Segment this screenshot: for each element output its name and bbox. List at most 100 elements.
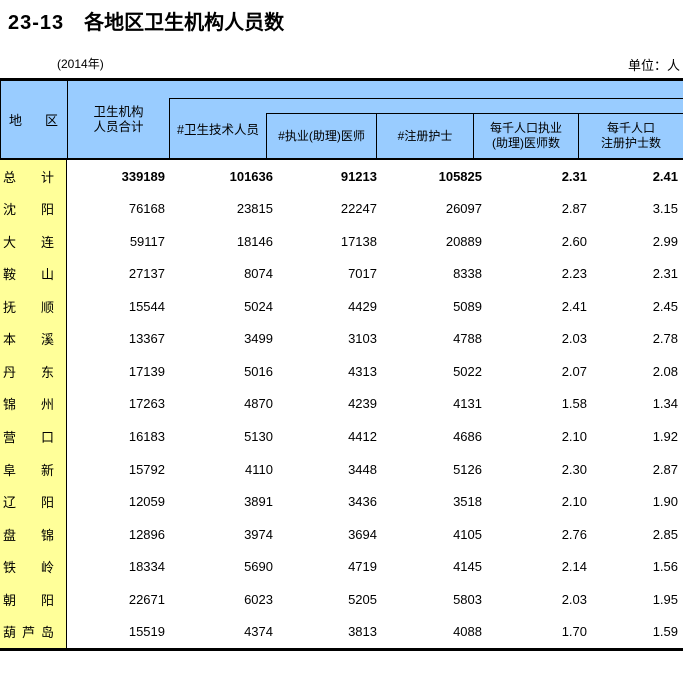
cell-technical: 5024: [244, 298, 273, 314]
header-total-personnel: 卫生机构 人员合计: [68, 81, 169, 158]
cell-doctors-per-1000: 2.87: [561, 201, 587, 217]
cell-nurses: 3518: [453, 494, 482, 510]
cell-technical: 5130: [244, 429, 273, 445]
region-name: 抚顺: [0, 290, 67, 323]
region-label: 辽阳: [3, 495, 54, 511]
region-name: 丹东: [0, 355, 67, 388]
table-row: 朝阳 22671 6023 5205 5803 2.03 1.95: [0, 582, 683, 616]
cell-doctors-per-1000: 2.03: [561, 331, 587, 347]
header-doctors-per-1000-line1: 每千人口执业: [489, 121, 562, 135]
cell-doctors-per-1000: 1.70: [561, 624, 587, 640]
header-registered-nurses-label: #注册护士: [397, 128, 453, 143]
cell-nurses-per-1000: 2.41: [652, 168, 678, 184]
region-name: 鞍山: [0, 257, 67, 291]
region-name: 盘锦: [0, 517, 67, 551]
region-label: 总计: [3, 169, 54, 185]
cell-nurses: 4145: [453, 559, 482, 575]
cell-nurses-per-1000: 2.31: [652, 266, 678, 282]
region-name: 葫芦岛: [0, 615, 67, 648]
table-number: 23-13: [8, 12, 65, 34]
cell-nurses-per-1000: 1.56: [652, 559, 678, 575]
region-label: 铁岭: [3, 560, 54, 576]
cell-doctors: 4719: [348, 559, 377, 575]
cell-total-personnel: 15544: [128, 298, 165, 314]
cell-doctors: 3103: [348, 331, 377, 347]
region-name: 锦州: [0, 387, 67, 421]
table-row: 铁岭 18334 5690 4719 4145 2.14 1.56: [0, 550, 683, 583]
region-label: 盘锦: [3, 527, 54, 543]
cell-total-personnel: 16183: [128, 429, 165, 445]
table-row: 鞍山 27137 8074 7017 8338 2.23 2.31: [0, 257, 683, 291]
cell-technical: 101636: [229, 168, 273, 184]
cell-technical: 4374: [244, 624, 273, 640]
cell-total-personnel: 17263: [128, 396, 165, 412]
page-title: 23-13 各地区卫生机构人员数: [8, 6, 284, 35]
table-row: 锦州 17263 4870 4239 4131 1.58 1.34: [0, 387, 683, 421]
cell-doctors: 3813: [348, 624, 377, 640]
region-name: 沈阳: [0, 192, 67, 226]
cell-doctors-per-1000: 2.41: [561, 298, 587, 314]
table-body: 总计 339189 101636 91213 105825 2.31 2.41 …: [0, 160, 683, 651]
region-label: 阜新: [3, 462, 54, 478]
cell-doctors-per-1000: 2.03: [561, 591, 587, 607]
cell-doctors-per-1000: 2.23: [561, 266, 587, 282]
cell-doctors-per-1000: 2.10: [561, 494, 587, 510]
cell-total-personnel: 59117: [129, 233, 165, 249]
cell-nurses: 5089: [453, 298, 482, 314]
cell-total-personnel: 27137: [128, 266, 165, 282]
header-group-box-sub: #执业(助理)医师 #注册护士 每千人口执业 (助理)医师数 每千人口 注册护士…: [266, 113, 683, 158]
unit-note: 单位：人: [627, 58, 680, 73]
header-region-label: 地区: [9, 113, 58, 128]
cell-nurses: 4131: [453, 396, 482, 412]
cell-technical: 3891: [244, 494, 273, 510]
header-nurses-per-1000: 每千人口 注册护士数: [578, 114, 683, 158]
table-row: 盘锦 12896 3974 3694 4105 2.76 2.85: [0, 517, 683, 551]
cell-doctors: 17138: [340, 233, 377, 249]
cell-nurses: 5803: [453, 591, 482, 607]
table-row: 丹东 17139 5016 4313 5022 2.07 2.08: [0, 355, 683, 388]
region-label: 朝阳: [3, 592, 54, 608]
cell-nurses-per-1000: 1.92: [652, 429, 678, 445]
cell-nurses-per-1000: 1.95: [652, 591, 678, 607]
cell-doctors-per-1000: 2.60: [561, 233, 587, 249]
cell-technical: 4870: [244, 396, 273, 412]
region-name: 朝阳: [0, 582, 67, 616]
header-nurses-per-1000-line1: 每千人口: [606, 121, 655, 135]
cell-doctors: 4239: [348, 396, 377, 412]
cell-doctors-per-1000: 2.14: [561, 559, 587, 575]
cell-nurses: 4686: [453, 429, 482, 445]
cell-nurses-per-1000: 2.85: [652, 526, 678, 542]
cell-nurses-per-1000: 2.08: [652, 363, 678, 379]
table-row: 营口 16183 5130 4412 4686 2.10 1.92: [0, 420, 683, 453]
table-row: 阜新 15792 4110 3448 5126 2.30 2.87: [0, 452, 683, 486]
cell-total-personnel: 18334: [128, 559, 165, 575]
cell-nurses: 5126: [453, 461, 482, 477]
cell-doctors: 3448: [348, 461, 377, 477]
health-personnel-table: 地区 卫生机构 人员合计 #卫生技术人员 #执业(助理)医师 #注册护士 每千人…: [0, 78, 683, 651]
cell-total-personnel: 12896: [128, 526, 165, 542]
region-label: 锦州: [3, 397, 54, 413]
table-title: 各地区卫生机构人员数: [84, 12, 285, 34]
cell-doctors-per-1000: 1.58: [561, 396, 587, 412]
cell-nurses: 4088: [453, 624, 482, 640]
table-meta: (2014年) 单位：人: [0, 55, 683, 73]
cell-total-personnel: 17139: [128, 363, 165, 379]
header-region: 地区: [1, 81, 68, 158]
header-registered-nurses: #注册护士: [376, 114, 473, 158]
cell-nurses: 5022: [453, 363, 482, 379]
cell-total-personnel: 22671: [128, 591, 165, 607]
table-row: 沈阳 76168 23815 22247 26097 2.87 3.15: [0, 192, 683, 226]
region-name: 总计: [0, 160, 67, 193]
table-row: 辽阳 12059 3891 3436 3518 2.10 1.90: [0, 485, 683, 518]
cell-technical: 18146: [236, 233, 273, 249]
table-header: 地区 卫生机构 人员合计 #卫生技术人员 #执业(助理)医师 #注册护士 每千人…: [0, 78, 683, 160]
header-total-line2: 人员合计: [93, 119, 144, 134]
cell-doctors: 3436: [348, 494, 377, 510]
cell-doctors-per-1000: 2.76: [561, 526, 587, 542]
cell-total-personnel: 15519: [128, 624, 165, 640]
cell-nurses: 105825: [438, 168, 482, 184]
cell-nurses-per-1000: 1.34: [652, 396, 678, 412]
cell-technical: 6023: [244, 591, 273, 607]
table-row: 葫芦岛 15519 4374 3813 4088 1.70 1.59: [0, 615, 683, 648]
